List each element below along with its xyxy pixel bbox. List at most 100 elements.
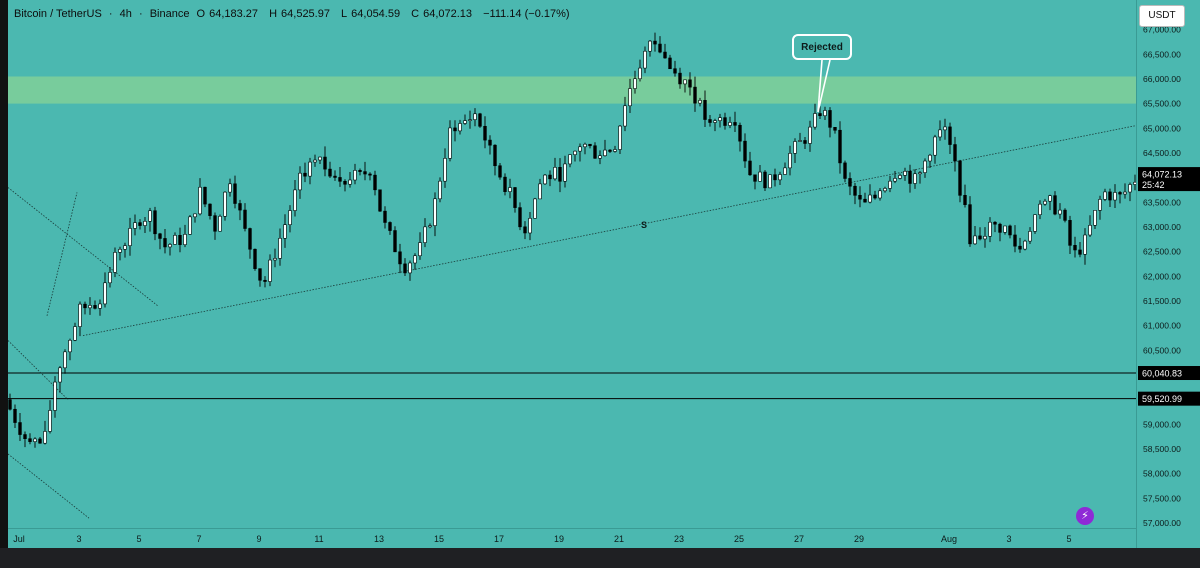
candle[interactable] [178,227,182,253]
candle[interactable] [833,127,837,134]
candle[interactable] [423,218,427,248]
level-price-tag[interactable] [1138,391,1200,406]
candle[interactable] [1073,236,1077,258]
candle[interactable] [1133,174,1136,191]
candle[interactable] [783,162,787,175]
candle[interactable] [693,76,697,112]
candle[interactable] [928,153,932,168]
candle[interactable] [63,349,67,374]
candle[interactable] [1093,210,1097,230]
level-price-tag[interactable] [1138,366,1200,381]
candle[interactable] [383,206,387,229]
candle[interactable] [453,120,457,142]
candle[interactable] [1103,188,1107,202]
candle[interactable] [1088,215,1092,238]
candle[interactable] [98,299,102,316]
candle[interactable] [868,184,872,204]
candle[interactable] [1033,214,1037,234]
candle[interactable] [303,162,307,183]
candle[interactable] [78,301,82,337]
candle[interactable] [8,393,12,411]
candle[interactable] [853,183,857,205]
trendline[interactable] [8,453,90,519]
candle[interactable] [843,160,847,183]
candle[interactable] [158,232,162,250]
candle[interactable] [1048,194,1052,211]
candle[interactable] [668,54,672,70]
candle[interactable] [1113,184,1117,209]
candle[interactable] [108,266,112,288]
candle[interactable] [48,400,52,434]
candle[interactable] [228,178,232,197]
candle[interactable] [393,226,397,253]
candle[interactable] [498,163,502,180]
interval-label[interactable]: 4h [119,8,132,20]
trendline[interactable] [46,192,78,316]
candle[interactable] [248,227,252,259]
candle[interactable] [378,189,382,212]
candle[interactable] [703,90,707,128]
candle[interactable] [168,243,172,256]
candle[interactable] [553,157,557,181]
candle[interactable] [533,197,537,219]
candle[interactable] [478,112,482,128]
candle[interactable] [18,413,22,441]
candle[interactable] [468,110,472,129]
candle[interactable] [793,138,797,163]
candle[interactable] [1078,242,1082,258]
candle[interactable] [503,173,507,196]
candle[interactable] [653,32,657,52]
candle[interactable] [933,134,937,164]
candle[interactable] [528,211,532,241]
candle[interactable] [363,161,367,181]
candle[interactable] [173,232,177,245]
trendline[interactable] [8,340,69,400]
candle[interactable] [258,268,262,287]
candle[interactable] [13,404,17,429]
candle[interactable] [418,232,422,260]
candle[interactable] [28,433,32,445]
candle[interactable] [563,155,567,188]
candle[interactable] [198,178,202,216]
candle[interactable] [353,163,357,185]
candle[interactable] [798,132,802,142]
candle[interactable] [663,43,667,59]
candle[interactable] [1128,182,1132,202]
candle[interactable] [508,178,512,199]
candle[interactable] [263,276,267,288]
candle[interactable] [53,376,57,418]
candle[interactable] [983,227,987,248]
candle[interactable] [848,172,852,196]
candle[interactable] [113,247,117,278]
candle[interactable] [938,120,942,141]
candle[interactable] [568,154,572,168]
candle[interactable] [88,297,92,315]
candle[interactable] [438,177,442,203]
candle[interactable] [978,227,982,241]
candle[interactable] [743,133,747,168]
candle[interactable] [818,106,822,119]
candle[interactable] [698,97,702,107]
candle[interactable] [573,150,577,162]
candle[interactable] [1108,188,1112,208]
candle[interactable] [953,136,957,172]
candle[interactable] [633,70,637,94]
candle[interactable] [1063,208,1067,223]
rejected-callout[interactable]: Rejected [792,34,852,60]
tradingview-lightning-icon[interactable]: ⚡ [1076,507,1094,525]
candle[interactable] [828,107,832,138]
candle[interactable] [778,171,782,185]
candle[interactable] [588,143,592,149]
candle[interactable] [408,260,412,281]
candle[interactable] [718,113,722,128]
candle[interactable] [858,186,862,208]
price-axis[interactable]: 57,000.00 57,500.00 58,000.00 58,500.00 59,0… [1136,0,1200,548]
candle[interactable] [373,170,377,196]
candle[interactable] [208,203,212,220]
candle[interactable] [958,159,962,203]
candle[interactable] [268,254,272,287]
candle[interactable] [343,179,347,192]
candle[interactable] [803,136,807,149]
candle[interactable] [103,272,107,308]
candle[interactable] [1028,227,1032,245]
